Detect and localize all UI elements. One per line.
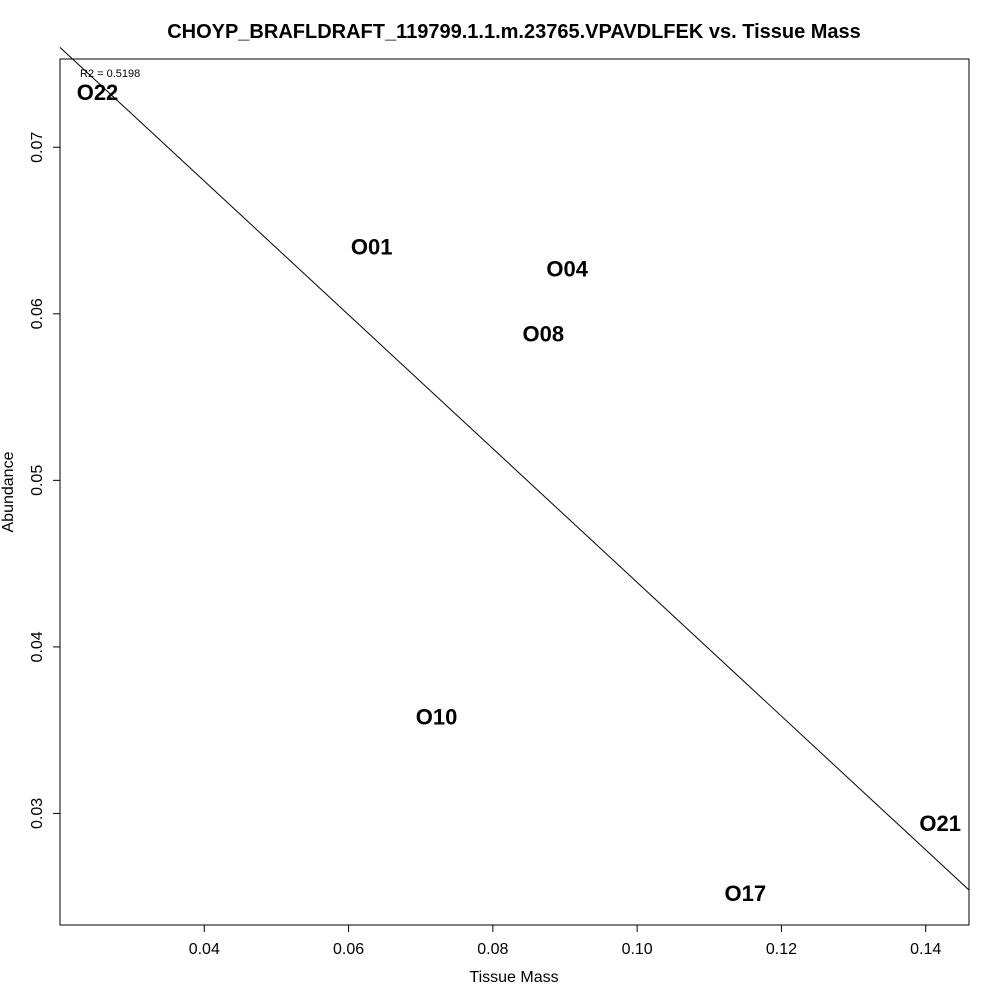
x-tick-label: 0.14 (910, 941, 941, 958)
x-tick-label: 0.10 (622, 941, 653, 958)
y-tick-label: 0.06 (29, 298, 46, 329)
r2-annotation: R2 = 0.5198 (80, 68, 140, 80)
x-tick-label: 0.04 (189, 941, 220, 958)
point-label-o17: O17 (725, 881, 767, 906)
regression-line (59, 46, 970, 891)
x-axis-label: Tissue Mass (469, 969, 558, 986)
y-tick-label: 0.04 (29, 631, 46, 662)
point-label-o22: O22 (77, 80, 119, 105)
point-label-o04: O04 (546, 256, 588, 281)
plot-frame (59, 58, 970, 926)
chart-title: CHOYP_BRAFLDRAFT_119799.1.1.m.23765.VPAV… (167, 21, 861, 43)
point-labels: O22 O01 O04 O08 O10 O17 O21 (77, 80, 961, 906)
point-label-o10: O10 (416, 704, 458, 729)
point-label-o21: O21 (919, 811, 961, 836)
x-tick-label: 0.12 (766, 941, 797, 958)
x-axis: 0.04 0.06 0.08 0.10 0.12 0.14 (189, 925, 941, 958)
x-tick-label: 0.06 (333, 941, 364, 958)
x-tick-label: 0.08 (477, 941, 508, 958)
y-tick-label: 0.03 (29, 798, 46, 829)
y-axis: 0.03 0.04 0.05 0.06 0.07 (29, 132, 60, 829)
y-tick-label: 0.05 (29, 465, 46, 496)
regression-line-group (59, 46, 970, 891)
point-label-o01: O01 (351, 235, 393, 260)
y-tick-label: 0.07 (29, 132, 46, 163)
y-axis-label: Abundance (0, 451, 17, 532)
point-label-o08: O08 (523, 321, 565, 346)
